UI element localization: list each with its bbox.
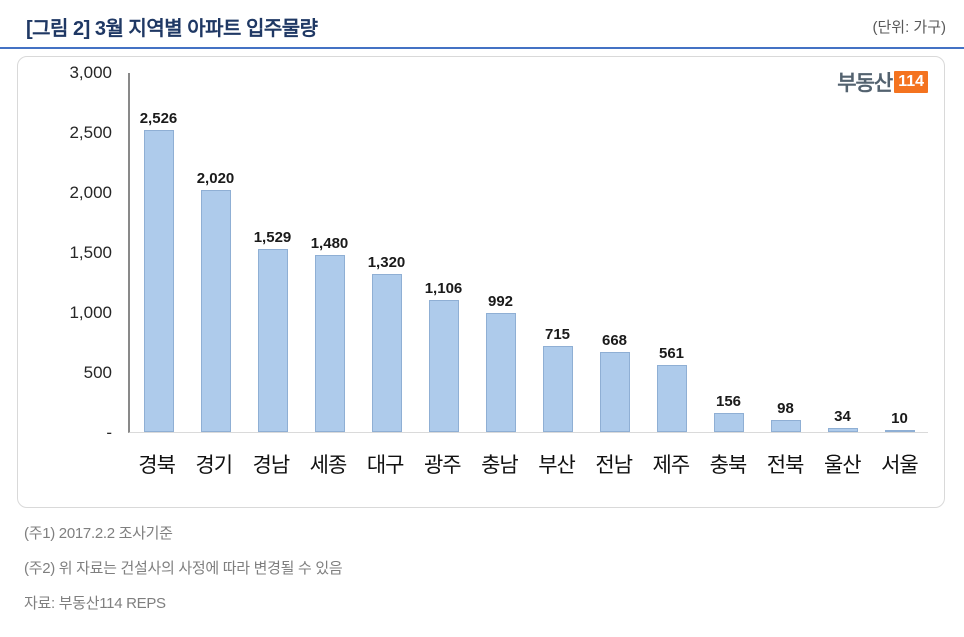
x-axis-labels: 경북 경기 경남 세종 대구 광주 충남 부산 전남 제주 충북 전북 울산 서울 [128, 449, 928, 479]
y-tick-label: 500 [83, 363, 112, 382]
y-tick-label: 3,000 [69, 63, 112, 82]
bar-group: 561 [643, 345, 700, 432]
bar [770, 420, 801, 432]
bar [257, 249, 288, 432]
x-tick-label: 제주 [652, 454, 691, 477]
figure-header: [그림 2] 3월 지역별 아파트 입주물량 (단위: 가구) [26, 12, 946, 41]
bar-value-label: 1,106 [424, 279, 463, 297]
bar-group: 1,106 [415, 280, 472, 432]
bar [599, 352, 630, 432]
bar [371, 274, 402, 432]
bar-group: 2,526 [130, 110, 187, 432]
x-tick-label: 충북 [709, 454, 748, 477]
x-tick-label: 광주 [423, 454, 462, 477]
bar-group: 1,529 [244, 229, 301, 432]
x-tick-label: 울산 [823, 454, 862, 477]
bar-value-label: 10 [891, 410, 908, 427]
bar [485, 313, 516, 432]
x-tick-label: 세종 [309, 454, 348, 477]
bar-value-label: 561 [658, 344, 685, 362]
bar-group: 1,320 [358, 254, 415, 432]
bar-value-label: 34 [834, 407, 851, 425]
bar [314, 254, 345, 432]
note-1: (주1) 2017.2.2 조사기준 [24, 525, 173, 542]
x-tick-label: 경기 [195, 454, 233, 477]
bar-value-label: 1,529 [253, 229, 292, 247]
bar-group: 668 [586, 332, 643, 432]
bar [143, 129, 174, 432]
footer-notes: (주1) 2017.2.2 조사기준 (주2) 위 자료는 건설사의 사정에 따… [24, 522, 343, 627]
x-tick-label: 전북 [766, 454, 805, 477]
bar-value-label: 1,480 [310, 234, 349, 252]
bar-value-label: 992 [487, 293, 514, 311]
bar-value-label: 1,320 [367, 254, 406, 272]
bar [428, 299, 459, 432]
bar-group: 992 [472, 293, 529, 432]
bar-group: 34 [814, 408, 871, 432]
bar-group: 1,480 [301, 235, 358, 432]
bars-area: 2,526 2,020 1,529 1,480 1,320 1,106 992 715 668 5… [130, 73, 928, 432]
y-tick-label: 1,500 [69, 243, 112, 262]
bar-value-label: 2,526 [139, 109, 178, 127]
y-tick-label: 1,000 [69, 303, 112, 322]
bar-value-label: 156 [715, 393, 742, 411]
unit-label: (단위: 가구) [872, 19, 946, 36]
bar-value-label: 715 [544, 326, 571, 344]
x-tick-label: 대구 [366, 454, 405, 477]
bar-value-label: 2,020 [196, 170, 235, 188]
bar [542, 346, 573, 432]
bar [713, 413, 744, 432]
x-tick-label: 전남 [595, 454, 633, 477]
bar [827, 427, 858, 432]
x-tick-label: 경북 [138, 454, 176, 477]
x-tick-label: 부산 [538, 454, 576, 477]
note-2: (주2) 위 자료는 건설사의 사정에 따라 변경될 수 있음 [24, 560, 343, 577]
x-tick-label: 충남 [481, 454, 519, 477]
brand-logo: 부동산 114 [837, 67, 928, 97]
y-axis-labels: 3,000 2,500 2,000 1,500 1,000 500 - [26, 63, 112, 442]
bar [200, 190, 231, 432]
bar-value-label: 98 [777, 400, 794, 418]
brand-logo-text: 부동산 [837, 72, 893, 95]
x-tick-label: 서울 [881, 454, 919, 477]
bar-group: 10 [871, 410, 928, 432]
x-tick-label: 경남 [252, 454, 291, 477]
bar-value-label: 668 [601, 332, 628, 350]
source-note: 자료: 부동산114 REPS [24, 595, 166, 612]
brand-logo-badge: 114 [894, 71, 928, 93]
bar [656, 364, 687, 432]
bar-group: 715 [529, 326, 586, 432]
bar [884, 430, 915, 432]
header-divider [0, 47, 964, 49]
chart-panel: 부동산 114 3,000 2,500 2,000 1,500 1,000 500 - 2,… [17, 56, 945, 508]
bar-group: 156 [700, 393, 757, 432]
plot-area: 2,526 2,020 1,529 1,480 1,320 1,106 992 715 668 5… [128, 73, 928, 433]
bar-group: 2,020 [187, 170, 244, 432]
y-tick-label: 2,500 [69, 123, 112, 142]
y-tick-label: - [106, 423, 112, 442]
figure-title: [그림 2] 3월 지역별 아파트 입주물량 [26, 18, 318, 40]
y-tick-label: 2,000 [69, 183, 112, 202]
bar-group: 98 [757, 400, 814, 432]
